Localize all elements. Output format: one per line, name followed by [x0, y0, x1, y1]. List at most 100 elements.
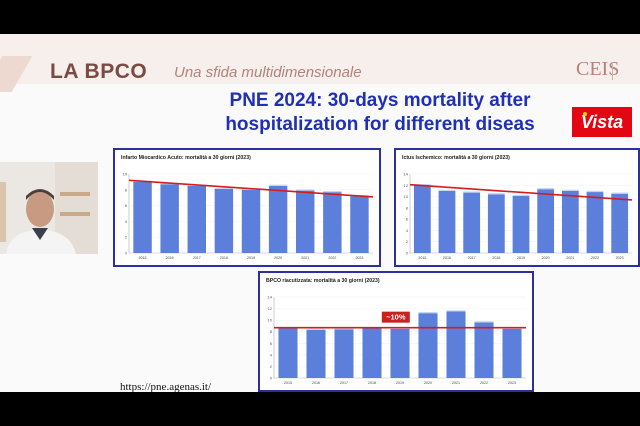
bar: [278, 328, 298, 378]
chart-title: BPCO riacutizzata: mortalità a 30 giorni…: [266, 278, 380, 284]
y-tick-label: 0: [125, 251, 128, 256]
chart-ima-svg: Infarto Miocardico Acuto: mortalità a 30…: [121, 155, 374, 260]
slide-title-line-1: PNE 2024: 30-days mortality after: [229, 90, 531, 111]
x-tick-label: 2020: [542, 256, 550, 260]
bar: [438, 190, 456, 253]
y-tick-label: 2: [125, 235, 128, 240]
x-tick-label: 2016: [166, 256, 174, 260]
header-decoration: [0, 56, 33, 92]
y-tick-label: 10: [123, 172, 128, 177]
y-tick-label: 2: [406, 239, 409, 244]
y-tick-label: 2: [270, 364, 273, 369]
y-tick-label: 6: [125, 203, 128, 208]
bar-error-cap: [413, 184, 431, 186]
annotation-badge: [381, 311, 410, 323]
chart-bpco: BPCO riacutizzata: mortalità a 30 giorni…: [258, 271, 534, 392]
bar: [446, 311, 466, 378]
bar: [586, 192, 604, 253]
y-tick-label: 8: [270, 329, 273, 334]
bar-error-cap: [438, 189, 456, 191]
bar-error-cap: [306, 328, 326, 330]
x-tick-label: 2023: [508, 381, 516, 385]
vista-watermark-dot: [583, 112, 587, 116]
x-tick-label: 2017: [340, 381, 348, 385]
bar-error-cap: [446, 310, 466, 312]
x-tick-label: 2016: [312, 381, 320, 385]
bar: [241, 189, 261, 253]
x-tick-label: 2016: [443, 256, 451, 260]
chart-title: Ictus Ischemico: mortalità a 30 giorni (…: [402, 155, 510, 161]
y-tick-label: 6: [406, 217, 409, 222]
trend-line: [409, 183, 633, 201]
x-tick-label: 2019: [517, 256, 525, 260]
chart-ima: Infarto Miocardico Acuto: mortalità a 30…: [113, 148, 381, 267]
bar: [187, 185, 206, 253]
y-tick-label: 8: [125, 187, 128, 192]
speaker-webcam: [0, 162, 98, 254]
x-tick-label: 2015: [284, 381, 292, 385]
y-tick-label: 12: [404, 183, 409, 188]
bar: [160, 184, 179, 253]
annotation-label: ~10%: [386, 313, 406, 322]
x-tick-label: 2021: [452, 381, 460, 385]
bar-error-cap: [611, 192, 629, 194]
trend-line: [128, 179, 374, 198]
x-tick-label: 2017: [193, 256, 201, 260]
y-tick-label: 10: [404, 194, 409, 199]
bar-error-cap: [296, 189, 315, 191]
bar-error-cap: [463, 191, 481, 193]
x-tick-label: 2018: [368, 381, 376, 385]
ceis-logo: CEIS: [576, 58, 620, 80]
bar: [463, 192, 481, 253]
y-tick-label: 14: [268, 295, 273, 300]
video-letterbox-top: [0, 0, 640, 34]
x-tick-label: 2019: [247, 256, 255, 260]
bar: [214, 189, 234, 253]
x-tick-label: 2020: [274, 256, 282, 260]
bar: [512, 196, 530, 253]
bar: [611, 193, 629, 253]
y-tick-label: 4: [270, 352, 273, 357]
bar: [296, 190, 315, 253]
y-tick-label: 8: [406, 205, 409, 210]
y-tick-label: 14: [404, 172, 409, 177]
bar: [418, 313, 438, 378]
y-tick-label: 0: [270, 376, 273, 381]
y-tick-label: 0: [406, 251, 409, 256]
bar: [323, 192, 342, 253]
bar-error-cap: [323, 190, 342, 193]
bar: [474, 322, 494, 378]
x-tick-label: 2020: [424, 381, 432, 385]
x-tick-label: 2019: [396, 381, 404, 385]
bar: [268, 185, 288, 253]
slide-title-line-2: hospitalization for different diseas: [225, 114, 535, 135]
x-tick-label: 2022: [480, 381, 488, 385]
y-tick-label: 10: [268, 318, 273, 323]
y-tick-label: 6: [270, 341, 273, 346]
chart-ictus-svg: Ictus Ischemico: mortalità a 30 giorni (…: [402, 155, 633, 260]
bar-error-cap: [512, 194, 530, 197]
speaker-video-frame: [0, 162, 98, 254]
y-tick-label: 4: [406, 228, 409, 233]
bar: [306, 329, 326, 378]
bar-error-cap: [334, 328, 354, 330]
bar-error-cap: [474, 321, 494, 323]
bar: [350, 196, 369, 253]
bar-error-cap: [418, 312, 438, 314]
bar-error-cap: [487, 193, 505, 195]
bar: [334, 329, 354, 378]
x-tick-label: 2015: [418, 256, 426, 260]
x-tick-label: 2022: [591, 256, 599, 260]
slide-title: PNE 2024: 30-days mortality after hospit…: [150, 89, 610, 137]
x-tick-label: 2022: [328, 256, 336, 260]
bar-error-cap: [586, 190, 604, 193]
brand-title: LA BPCO: [50, 60, 148, 83]
chart-title: Infarto Miocardico Acuto: mortalità a 30…: [121, 155, 251, 161]
chart-bpco-svg: BPCO riacutizzata: mortalità a 30 giorni…: [266, 278, 526, 385]
x-tick-label: 2018: [492, 256, 500, 260]
video-letterbox-bottom: [0, 392, 640, 426]
bar: [487, 194, 505, 253]
x-tick-label: 2015: [139, 256, 147, 260]
x-tick-label: 2018: [220, 256, 228, 260]
x-tick-label: 2021: [301, 256, 309, 260]
